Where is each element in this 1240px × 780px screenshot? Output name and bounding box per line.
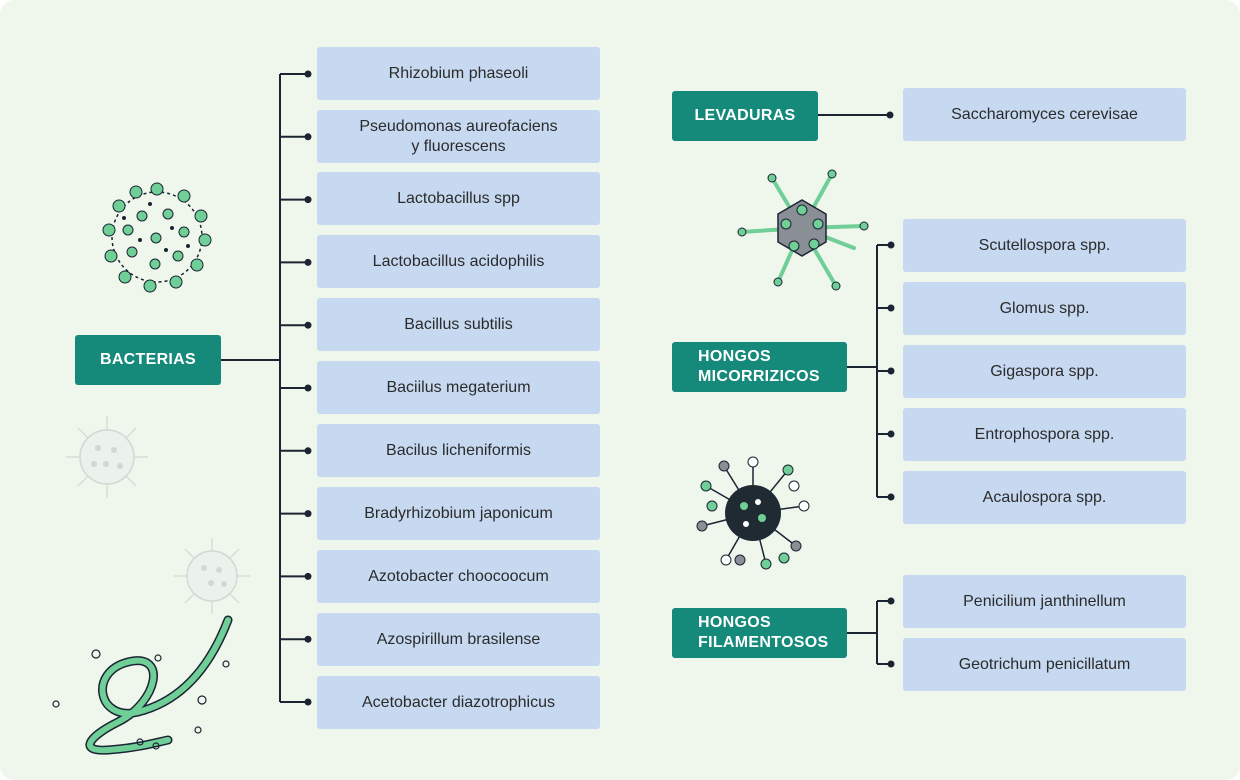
connector-dot [887,304,895,312]
micorrizico-item: Glomus spp. [903,282,1186,335]
virus-faded-icon [174,538,250,614]
bacteria-item: Lactobacillus spp [317,172,600,225]
connector-dot [887,597,895,605]
connector-dot [887,241,895,249]
virus-faded-icon [66,416,148,498]
bacteria-item: Bradyrhizobium japonicum [317,487,600,540]
category-hongos-micorrizicos: HONGOS MICORRIZICOS [672,342,847,392]
connector-dot [304,258,312,266]
micorrizico-item: Gigaspora spp. [903,345,1186,398]
connector-dot [304,510,312,518]
connector-dot [304,635,312,643]
connector-dot [886,111,894,119]
filamentoso-item: Penicilium janthinellum [903,575,1186,628]
micorrizico-item: Scutellospora spp. [903,219,1186,272]
bacteria-item: Azospirillum brasilense [317,613,600,666]
connector-dot [887,430,895,438]
bacteria-item: Acetobacter diazotrophicus [317,676,600,729]
category-hongos-filamentosos: HONGOS FILAMENTOSOS [672,608,847,658]
filament-bacteria-icon [52,615,233,755]
connector-dot [887,493,895,501]
bacteria-item: Rhizobium phaseoli [317,47,600,100]
connector-dot [304,572,312,580]
levadura-item: Saccharomyces cerevisae [903,88,1186,141]
bacteria-item: Baciilus megaterium [317,361,600,414]
bacteria-cluster-icon [102,182,212,293]
connector-dot [304,447,312,455]
spiky-microbe-icon [696,456,810,570]
connector-dot [304,384,312,392]
connector-dot [887,660,895,668]
connector-dot [304,196,312,204]
category-bacterias: BACTERIAS [75,335,221,385]
bacteria-item: Bacilus licheniformis [317,424,600,477]
connector-dot [304,321,312,329]
connector-dot [304,133,312,141]
bacteria-item: Bacillus subtilis [317,298,600,351]
connector-dot [304,70,312,78]
connector-dot [304,698,312,706]
bacteria-item: Lactobacillus acidophilis [317,235,600,288]
bacteriophage-icon [737,169,869,291]
bacteria-item: Azotobacter choocoocum [317,550,600,603]
bacteria-item: Pseudomonas aureofaciens y fluorescens [317,110,600,163]
micorrizico-item: Acaulospora spp. [903,471,1186,524]
filamentoso-item: Geotrichum penicillatum [903,638,1186,691]
category-levaduras: LEVADURAS [672,91,818,141]
micorrizico-item: Entrophospora spp. [903,408,1186,461]
connector-dot [887,367,895,375]
